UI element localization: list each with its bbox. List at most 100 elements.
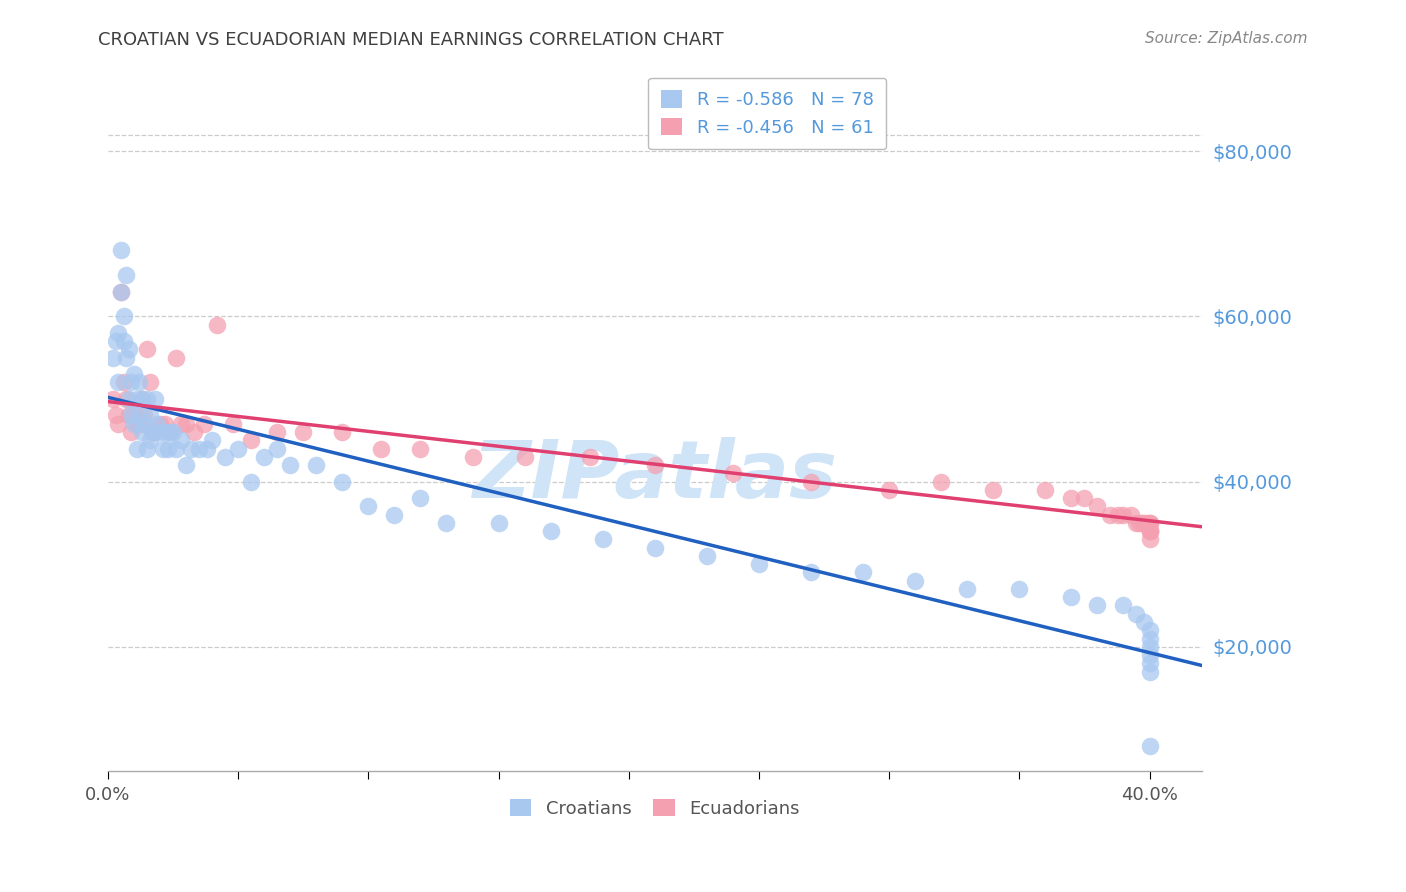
Point [1107,508,1129,522]
Point [131,392,153,406]
Point [110,285,132,299]
Point [644,458,666,472]
Text: ZIPatlas: ZIPatlas [472,437,838,515]
Point [929,475,952,489]
Point [155,425,177,439]
Point [138,376,160,390]
Point [165,442,187,456]
Point [159,425,181,439]
Point [125,417,148,431]
Point [1008,582,1031,596]
Point [125,442,148,456]
Point [384,508,406,522]
Point [143,392,166,406]
Point [122,409,145,423]
Point [278,458,301,472]
Point [592,533,614,547]
Point [122,367,145,381]
Point [1139,665,1161,679]
Point [1087,500,1109,514]
Point [103,392,125,406]
Point [1121,508,1143,522]
Point [112,376,135,390]
Point [1128,516,1150,530]
Point [1112,508,1135,522]
Point [1099,508,1122,522]
Point [305,458,328,472]
Point [409,491,432,505]
Point [120,409,142,423]
Text: CROATIAN VS ECUADORIAN MEDIAN EARNINGS CORRELATION CHART: CROATIAN VS ECUADORIAN MEDIAN EARNINGS C… [98,31,724,49]
Point [146,417,169,431]
Point [748,557,770,571]
Point [174,458,197,472]
Point [1139,516,1161,530]
Point [266,425,288,439]
Point [1139,648,1161,662]
Point [112,310,135,324]
Point [1139,524,1161,538]
Point [292,425,315,439]
Point [461,450,484,464]
Point [800,475,823,489]
Point [1139,657,1161,671]
Point [981,483,1004,497]
Point [149,425,172,439]
Point [107,417,129,431]
Point [1130,516,1153,530]
Point [222,417,245,431]
Point [956,582,979,596]
Point [149,417,172,431]
Point [370,442,392,456]
Point [128,376,150,390]
Point [118,409,141,423]
Point [513,450,536,464]
Point [201,434,224,448]
Point [141,425,163,439]
Point [540,524,562,538]
Legend: Croatians, Ecuadorians: Croatians, Ecuadorians [502,791,807,825]
Text: Source: ZipAtlas.com: Source: ZipAtlas.com [1144,31,1308,46]
Point [188,442,211,456]
Point [357,500,380,514]
Point [143,425,166,439]
Point [104,334,127,348]
Point [155,417,177,431]
Point [120,425,142,439]
Point [1139,640,1161,654]
Point [183,425,205,439]
Point [110,285,132,299]
Point [1133,615,1156,629]
Point [136,442,159,456]
Point [136,392,159,406]
Point [180,442,202,456]
Point [488,516,510,530]
Point [1139,516,1161,530]
Point [110,244,132,258]
Point [193,417,215,431]
Point [134,417,156,431]
Point [253,450,276,464]
Point [118,392,141,406]
Point [696,549,718,563]
Point [852,566,875,580]
Point [409,442,432,456]
Point [877,483,900,497]
Point [240,434,263,448]
Point [125,392,148,406]
Point [1139,632,1161,646]
Point [330,425,353,439]
Point [115,268,138,282]
Point [1035,483,1057,497]
Point [1139,739,1161,753]
Point [1125,516,1147,530]
Point [118,343,141,357]
Point [1136,516,1159,530]
Point [107,326,129,340]
Point [1087,599,1109,613]
Point [156,442,179,456]
Point [1139,524,1161,538]
Point [115,392,138,406]
Point [120,376,142,390]
Point [112,334,135,348]
